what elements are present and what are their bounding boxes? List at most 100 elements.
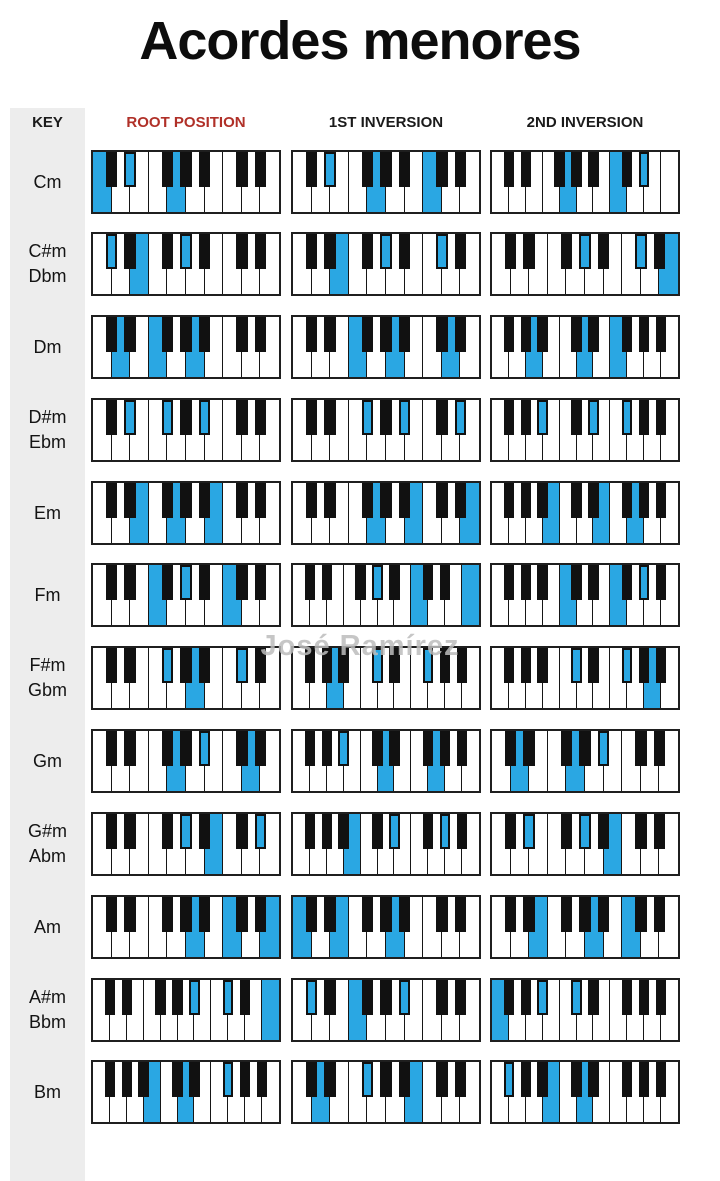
black-key	[361, 234, 374, 269]
keyboard-Gm-second-inversion	[490, 729, 680, 793]
black-key	[520, 1062, 532, 1097]
keyboard-G#m-root	[91, 812, 281, 876]
black-key	[439, 731, 451, 766]
black-key	[305, 234, 318, 269]
black-key	[436, 152, 448, 187]
black-key	[372, 814, 383, 849]
black-key	[622, 483, 633, 518]
black-key	[454, 897, 467, 932]
black-key	[503, 152, 515, 187]
black-key	[198, 317, 211, 352]
black-key	[503, 565, 515, 600]
black-key	[124, 565, 136, 600]
keyboard-C#m-second-inversion	[490, 232, 680, 296]
chord-row-Em: Em	[0, 481, 720, 547]
keyboard-D#m-root	[91, 398, 281, 462]
black-key	[236, 814, 248, 849]
black-key	[454, 1062, 467, 1097]
black-key	[105, 152, 118, 187]
chord-row-D#m: D#m Ebm	[0, 398, 720, 464]
header-root-position: ROOT POSITION	[126, 114, 246, 131]
black-key	[503, 400, 515, 435]
black-key-highlighted	[579, 234, 591, 269]
black-key	[236, 731, 248, 766]
key-label-line: Dbm	[28, 266, 67, 286]
keyboard-C#m-root	[91, 232, 281, 296]
key-label-line: Gbm	[27, 680, 67, 700]
black-key-highlighted	[189, 980, 200, 1015]
black-key	[622, 980, 633, 1015]
keyboard-C#m-first-inversion	[291, 232, 481, 296]
chord-row-Am: Am	[0, 895, 720, 961]
black-key	[361, 483, 374, 518]
black-key	[361, 317, 374, 352]
black-key	[537, 317, 548, 352]
black-key	[503, 980, 515, 1015]
black-key	[236, 483, 248, 518]
black-key-highlighted	[398, 980, 411, 1015]
black-key	[161, 234, 174, 269]
key-label-line: Dm	[33, 336, 62, 357]
black-key	[571, 400, 582, 435]
black-key-highlighted	[124, 152, 136, 187]
key-label: G#m Abm	[10, 819, 85, 869]
black-key	[304, 648, 316, 683]
black-key	[355, 565, 366, 600]
keyboard-Am-root	[91, 895, 281, 959]
keyboard-Dm-second-inversion	[490, 315, 680, 379]
black-key	[423, 565, 434, 600]
black-key-highlighted	[161, 400, 174, 435]
key-label: Am	[10, 915, 85, 940]
black-key	[635, 814, 647, 849]
black-key	[537, 1062, 548, 1097]
keyboard-Em-second-inversion	[490, 481, 680, 545]
key-label-line: C#m	[28, 241, 67, 261]
black-key	[638, 648, 650, 683]
keyboard-Gm-root	[91, 729, 281, 793]
black-key	[105, 648, 118, 683]
key-label: C#m Dbm	[10, 239, 85, 289]
black-key	[456, 731, 468, 766]
black-key	[305, 1062, 318, 1097]
black-key	[239, 1062, 251, 1097]
black-key	[380, 400, 392, 435]
black-key	[155, 980, 166, 1015]
black-key	[579, 897, 591, 932]
keyboard-Em-root	[91, 481, 281, 545]
black-key	[622, 152, 633, 187]
black-key	[389, 565, 400, 600]
black-key	[305, 897, 318, 932]
black-key	[324, 400, 336, 435]
black-key	[361, 980, 374, 1015]
black-key	[172, 1062, 183, 1097]
black-key	[321, 648, 333, 683]
keyboard-Bm-first-inversion	[291, 1060, 481, 1124]
black-key-highlighted	[638, 152, 650, 187]
black-key-highlighted	[198, 400, 211, 435]
black-key	[456, 814, 468, 849]
black-key	[161, 731, 174, 766]
black-key	[304, 565, 316, 600]
chord-row-G#m: G#m Abm	[0, 812, 720, 878]
black-key-highlighted	[622, 648, 633, 683]
black-key	[588, 317, 599, 352]
black-key	[380, 483, 392, 518]
black-key	[635, 731, 647, 766]
keyboard-A#m-first-inversion	[291, 978, 481, 1042]
black-key	[638, 1062, 650, 1097]
black-key-highlighted	[635, 234, 647, 269]
black-key	[398, 1062, 411, 1097]
black-key	[635, 897, 647, 932]
black-key	[537, 483, 548, 518]
black-key	[520, 317, 532, 352]
key-label: Gm	[10, 749, 85, 774]
black-key-highlighted	[105, 234, 118, 269]
black-key	[571, 317, 582, 352]
black-key	[503, 483, 515, 518]
black-key-highlighted	[380, 234, 392, 269]
black-key	[124, 897, 136, 932]
black-key-highlighted	[579, 814, 591, 849]
key-label: Em	[10, 501, 85, 526]
black-key-highlighted	[338, 731, 349, 766]
chord-row-F#m: F#m Gbm	[0, 646, 720, 712]
